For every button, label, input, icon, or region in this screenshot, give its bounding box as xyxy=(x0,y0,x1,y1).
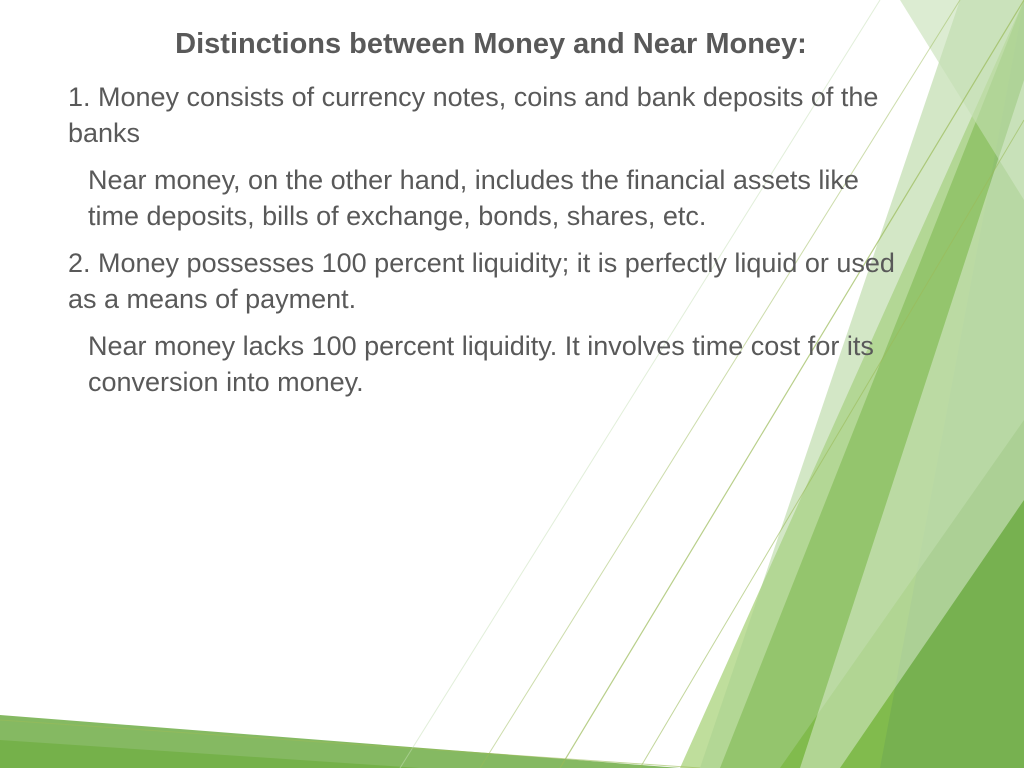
paragraph-3: 2. Money possesses 100 percent liquidity… xyxy=(68,245,914,318)
slide-title: Distinctions between Money and Near Mone… xyxy=(68,28,914,61)
paragraph-1: 1. Money consists of currency notes, coi… xyxy=(68,79,914,152)
paragraph-4: Near money lacks 100 percent liquidity. … xyxy=(68,328,914,401)
paragraph-2: Near money, on the other hand, includes … xyxy=(68,162,914,235)
slide: Distinctions between Money and Near Mone… xyxy=(0,0,1024,768)
content-area: Distinctions between Money and Near Mone… xyxy=(68,28,914,411)
